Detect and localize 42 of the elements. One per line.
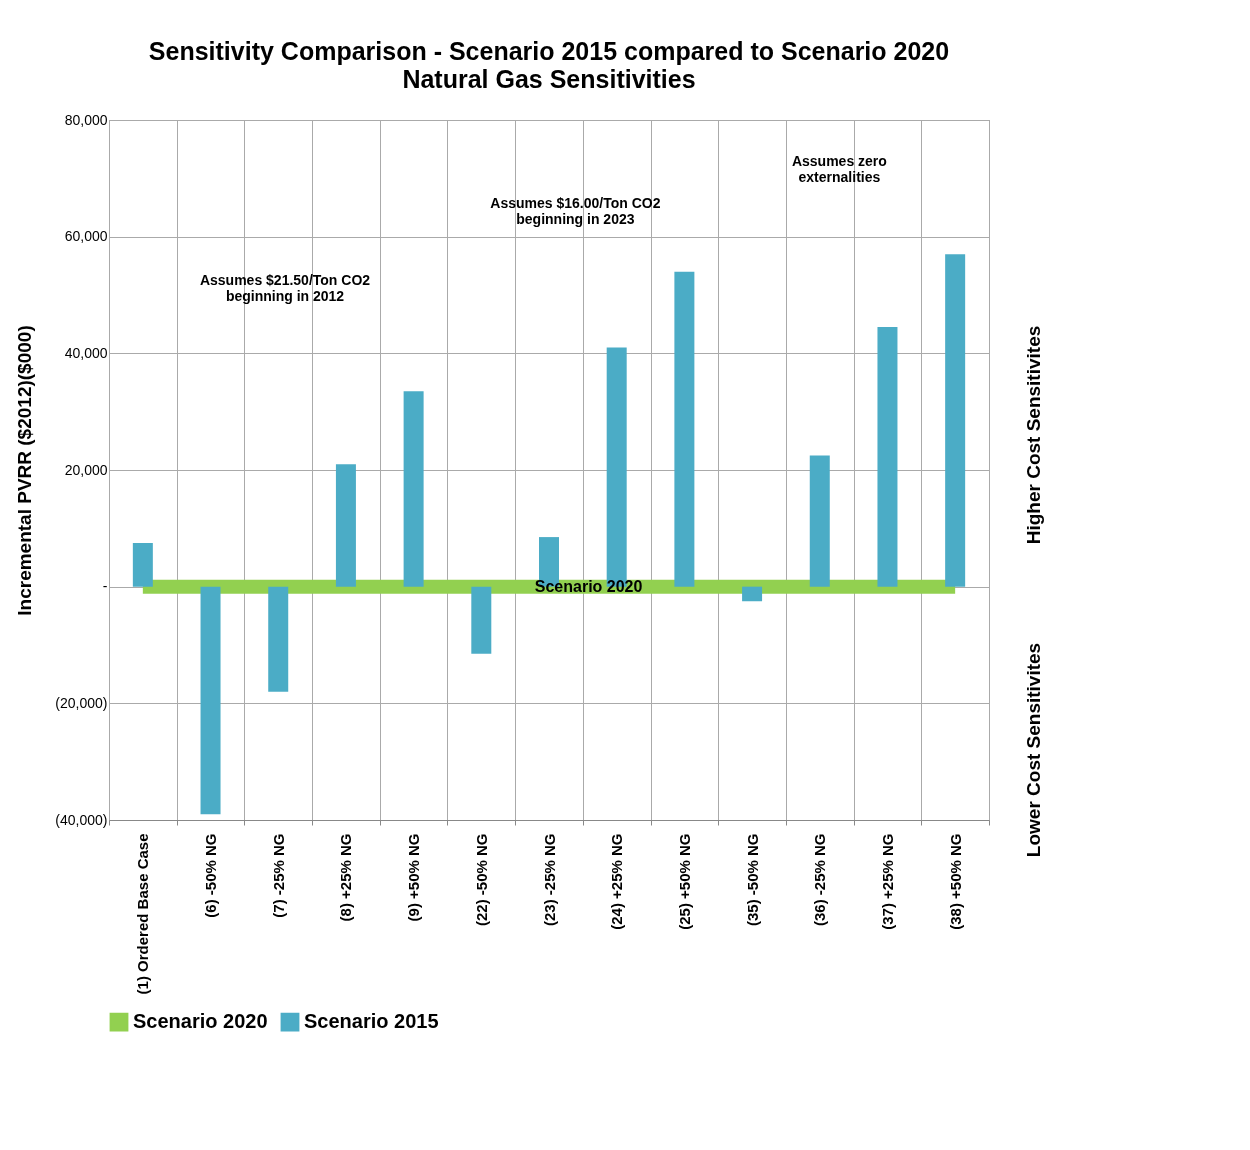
y-tick-label: 40,000 — [64, 344, 108, 361]
bar — [809, 455, 830, 587]
annotation: Assumes $16.00/Ton CO2 beginning in 2023 — [490, 195, 661, 227]
annotation: Scenario 2020 — [534, 577, 643, 595]
bar — [945, 254, 966, 587]
y-tick-label: - — [102, 578, 108, 595]
x-tick-label: (38) +50% NG — [946, 833, 964, 930]
legend-label: Scenario 2020 — [133, 1010, 268, 1033]
y-tick-label: 60,000 — [64, 228, 108, 245]
x-tick-label: (35) -50% NG — [743, 833, 761, 927]
x-tick-label: (8) +25% NG — [337, 833, 355, 922]
x-tick-label: (22) -50% NG — [472, 833, 490, 927]
bar — [200, 586, 221, 815]
bar — [268, 586, 289, 692]
bar — [471, 586, 492, 654]
annotation: Assumes zero externalities — [791, 153, 887, 185]
x-tick-label: (24) +25% NG — [608, 833, 626, 930]
x-tick-label: (25) +50% NG — [675, 833, 693, 930]
legend-label: Scenario 2015 — [304, 1010, 439, 1033]
text: Lower Cost Sensitivites — [1023, 642, 1044, 858]
x-tick-label: (9) +50% NG — [405, 833, 423, 922]
x-tick-label: (37) +25% NG — [878, 833, 896, 930]
bar — [132, 542, 153, 587]
x-tick-label: (36) -25% NG — [811, 833, 829, 927]
bar — [403, 391, 424, 587]
chart-title: Sensitivity Comparison - Scenario 2015 compared to Scenario 2020 — [148, 37, 950, 65]
y-tick-label: (20,000) — [55, 694, 108, 711]
y-axis-title: Incremental PVRR ($2012)($000) — [14, 325, 36, 616]
x-tick-label: (23) -25% NG — [540, 833, 558, 927]
annotation: Assumes $21.50/Ton CO2 beginning in 2012 — [199, 272, 371, 304]
y-tick-label: 20,000 — [64, 461, 108, 478]
x-tick-label: (6) -50% NG — [202, 833, 220, 918]
y-tick-label: 80,000 — [64, 111, 108, 128]
bar — [742, 586, 763, 602]
x-tick-label: (1) Ordered Base Case — [134, 833, 152, 995]
y-tick-label: (40,000) — [55, 811, 108, 828]
bar — [674, 271, 695, 587]
x-tick-label: (7) -25% NG — [269, 833, 287, 918]
chart-subtitle: Natural Gas Sensitivities — [402, 65, 696, 93]
bar — [877, 327, 898, 587]
bar — [335, 464, 356, 587]
text: Higher Cost Sensitivites — [1023, 325, 1044, 545]
